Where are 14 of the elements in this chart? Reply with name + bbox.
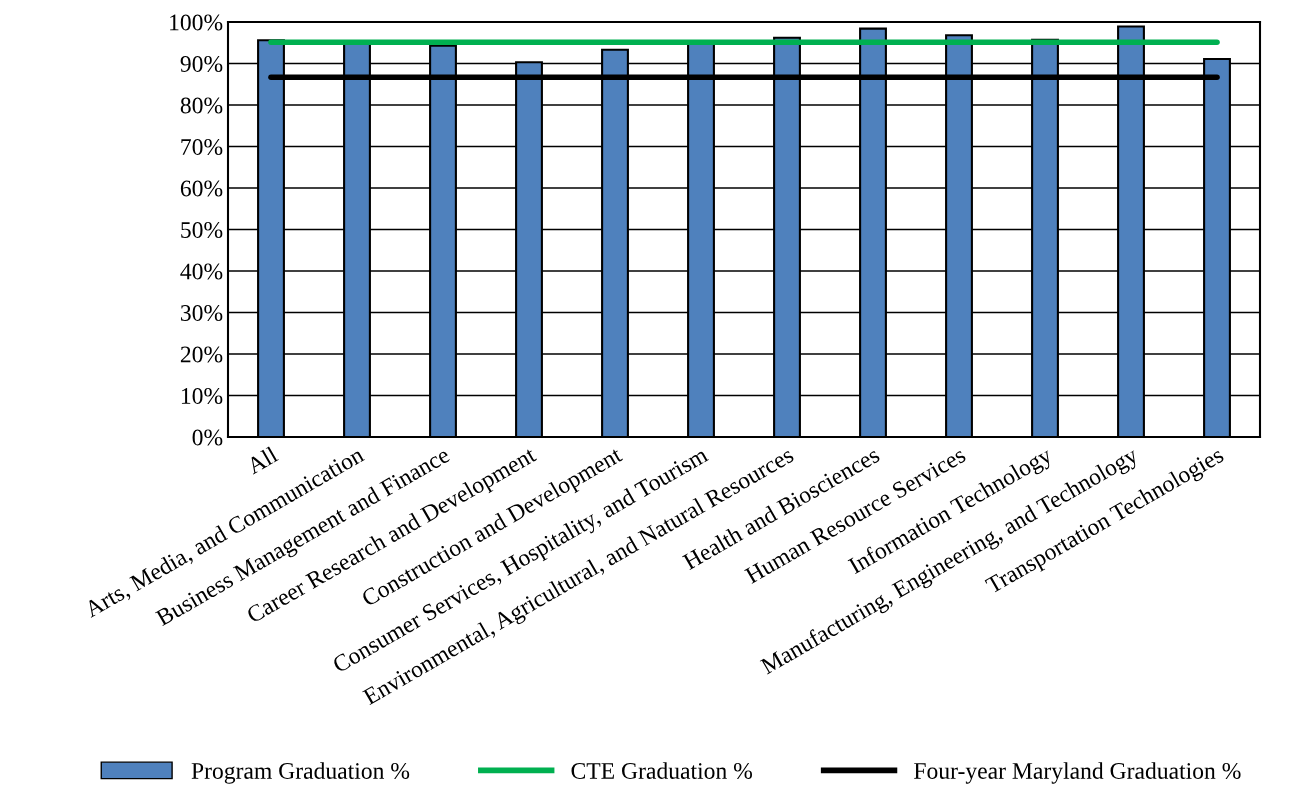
y-tick-label: 20% [180,346,223,363]
legend-label: Program Graduation % [191,762,410,784]
y-tick-label: 50% [181,221,223,238]
y-tick-label: 70% [181,138,223,155]
y-tick-label: 80% [180,97,223,114]
y-tick-label: 30% [180,304,223,321]
y-tick-label: 10% [181,387,223,404]
y-tick-label: 90% [180,55,223,72]
y-tick-label: 0% [192,429,223,446]
legend-label: CTE Graduation % [571,762,753,779]
y-tick-label: 100% [170,14,223,31]
y-tick-label: 60% [180,180,223,197]
legend-label: Four-year Maryland Graduation % [914,762,1241,784]
y-tick-label: 40% [180,263,223,280]
